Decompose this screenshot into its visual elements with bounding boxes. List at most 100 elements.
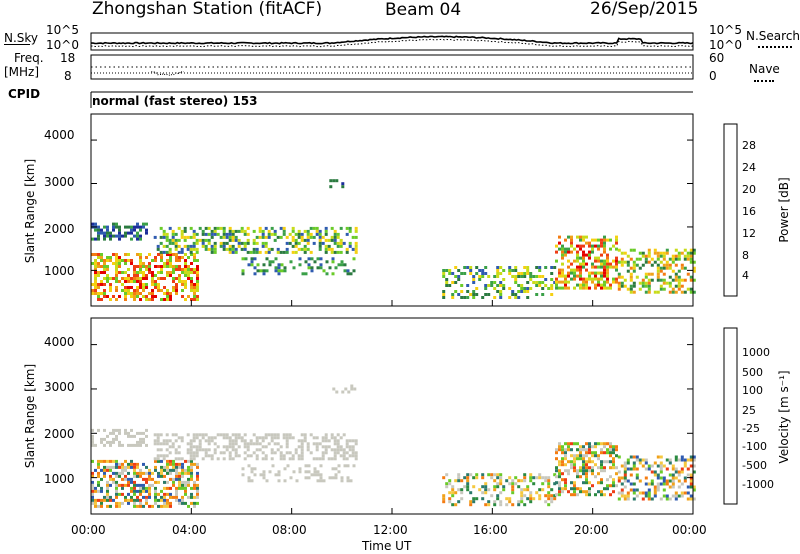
velocity-cell [156,436,160,440]
power-cell [91,262,94,265]
velocity-cell [156,454,160,458]
velocity-cell [171,433,175,437]
velocity-cell [163,495,166,499]
freq-tick-bottom: 8 [64,69,72,83]
power-cell [348,244,352,248]
power-cell [594,265,597,269]
power-cell [555,280,558,284]
power-cell [318,241,322,245]
power-cell [162,235,166,239]
power-cell [626,287,630,291]
velocity-cell [680,455,684,459]
velocity-cell [118,428,121,432]
power-cell [255,241,259,245]
velocity-cell [671,479,675,483]
power-cell [523,290,527,293]
power-cell [297,232,301,236]
x-tick: 16:00 [473,523,508,537]
velocity-cell [472,476,476,480]
velocity-cell [345,439,349,443]
velocity-cell [683,458,687,462]
velocity-cell [677,494,681,498]
velocity-cell [175,492,178,496]
power-cell [318,238,322,242]
power-cell [656,272,660,276]
power-cell [573,271,576,275]
velocity-cell [555,475,558,479]
velocity-cell [133,480,136,484]
velocity-cell [520,494,524,498]
power-cell [291,238,295,242]
power-cell [139,292,142,295]
velocity-cell [327,439,331,443]
power-cell [310,266,314,270]
power-cell [689,260,693,264]
velocity-cell [270,451,274,455]
power-cell [193,292,196,295]
power-cell [193,286,196,289]
power-cell [109,283,112,286]
velocity-cell [346,476,350,480]
velocity-cell [175,468,178,472]
velocity-cell [94,443,97,447]
velocity-cell [127,492,130,496]
velocity-cell [258,436,262,440]
power-cell [615,259,618,263]
velocity-cell [130,486,133,490]
power-cell [166,262,169,265]
power-cell [570,250,573,254]
power-cell [561,244,564,248]
power-cell [674,290,678,294]
velocity-cell [327,445,331,449]
power-cell [310,269,314,273]
velocity-cell [496,497,500,501]
nsearch-tick-top: 10^5 [709,23,742,37]
velocity-background [91,318,693,514]
velocity-cell [354,451,358,455]
power-cell [606,271,609,275]
power-cell [321,235,325,239]
power-cell [526,272,530,275]
power-cell [231,229,235,233]
velocity-cell [115,492,118,496]
velocity-cell [520,497,524,501]
velocity-cell [448,482,452,486]
velocity-cell [181,501,184,505]
power-cell [145,298,148,301]
velocity-cell [304,470,308,474]
power-cell [555,244,558,248]
velocity-cell [291,457,295,461]
velocity-cell [336,442,340,446]
velocity-cell [166,498,169,502]
power-cell [526,281,530,284]
power-cell [207,247,211,251]
velocity-cell [638,458,642,462]
power-cell [585,283,588,287]
velocity-cell [656,488,660,492]
power-cell [130,280,133,283]
velocity-cell [597,472,600,476]
velocity-cell [178,474,181,478]
velocity-cell [558,493,561,497]
velocity-cell [148,483,151,487]
power-cell [312,235,316,239]
power-cell [169,295,172,298]
velocity-cb-tick: 25 [742,404,756,417]
power-cell [196,277,199,280]
velocity-cell [632,467,636,471]
power-cell [445,284,449,287]
velocity-cell [243,451,247,455]
power-cell [466,296,470,299]
power-cell [330,235,334,239]
velocity-cell [168,451,172,455]
velocity-cell [508,500,512,504]
power-cell [294,232,298,236]
power-cell [103,271,106,274]
power-cell [294,241,298,245]
velocity-cell [160,495,163,499]
velocity-cell [582,463,585,467]
power-cell [274,269,278,273]
velocity-cell [283,479,287,483]
velocity-cell [181,465,184,469]
velocity-cell [644,476,648,480]
